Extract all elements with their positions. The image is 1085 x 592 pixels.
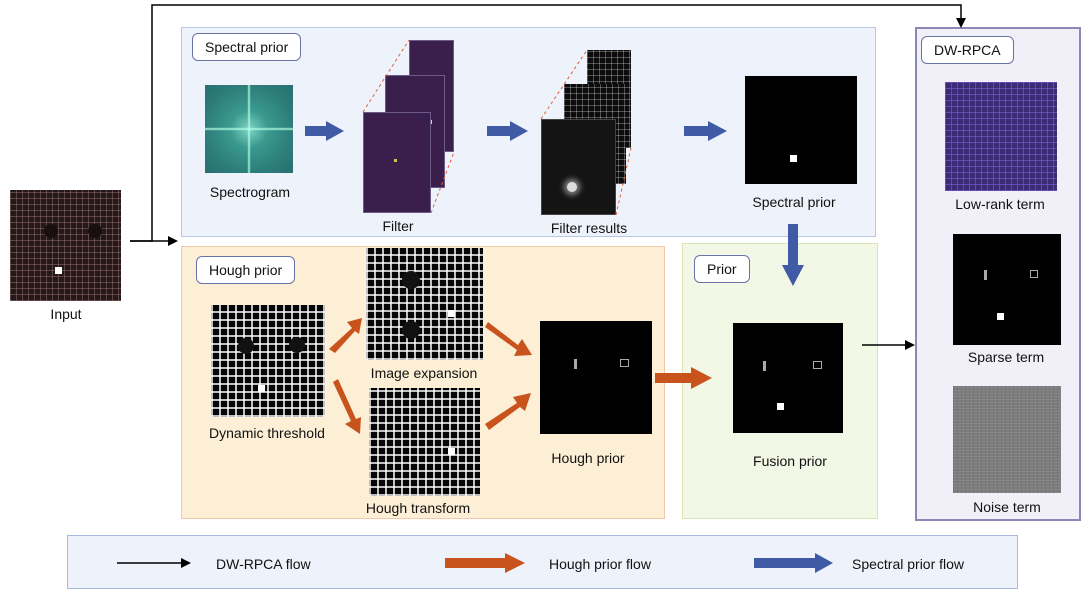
hough-prior-caption: Hough prior: [551, 450, 625, 466]
legend-blue-arrow: [754, 553, 833, 573]
input-image: [10, 190, 121, 301]
spectrogram-caption: Spectrogram: [209, 184, 291, 200]
low-rank-term-image: [945, 82, 1057, 191]
legend-orange-arrow: [445, 553, 525, 573]
hough-to-fusion-arrow: [655, 367, 712, 389]
fusion-prior-image: [733, 323, 843, 433]
prior-tag: Prior: [694, 255, 750, 283]
threshold-to-transform-arrow: [333, 379, 361, 434]
results-to-spectral-prior-arrow: [684, 121, 727, 141]
filter-card-front: [363, 112, 431, 213]
filter-caption: Filter: [382, 218, 414, 234]
legend-spectral-flow-label: Spectral prior flow: [852, 556, 965, 572]
transform-to-hough-arrow: [485, 393, 531, 430]
dwrpca-tag: DW-RPCA: [921, 36, 1014, 64]
hough-transform-image: [369, 388, 480, 496]
legend-dwrpca-flow-label: DW-RPCA flow: [216, 556, 311, 572]
input-caption: Input: [50, 306, 82, 322]
hough-prior-tag: Hough prior: [196, 256, 296, 284]
legend-panel: [67, 535, 1018, 589]
image-expansion-caption: Image expansion: [370, 365, 478, 381]
noise-term-caption: Noise term: [973, 499, 1041, 515]
noise-term-image: [953, 386, 1061, 493]
dynamic-threshold-caption: Dynamic threshold: [209, 425, 325, 441]
hough-prior-image: [540, 321, 652, 434]
fusion-prior-caption: Fusion prior: [753, 453, 827, 469]
spectrogram-image: [205, 85, 293, 173]
hough-transform-caption: Hough transform: [365, 500, 471, 516]
legend-hough-flow-label: Hough prior flow: [549, 556, 651, 572]
low-rank-term-caption: Low-rank term: [955, 196, 1045, 212]
legend-arrows: [117, 553, 833, 573]
threshold-to-expansion-arrow: [329, 318, 362, 353]
spectral-flow-arrows: [305, 121, 804, 286]
dwrpca-flow-arrows: [130, 4, 966, 350]
spectrogram-to-filter-arrow: [305, 121, 344, 141]
sparse-term-caption: Sparse term: [967, 349, 1045, 365]
spectral-to-fusion-arrow: [782, 224, 804, 286]
expansion-to-hough-arrow: [485, 322, 532, 356]
image-expansion-image: [366, 248, 483, 360]
spectral-prior-tag: Spectral prior: [192, 33, 302, 61]
spectral-prior-caption: Spectral prior: [752, 194, 836, 210]
sparse-term-image: [953, 234, 1061, 345]
hough-flow-arrows: [329, 318, 712, 434]
spectral-prior-image: [745, 76, 857, 184]
dynamic-threshold-image: [211, 305, 325, 417]
filter-to-results-arrow: [487, 121, 528, 141]
filter-results-caption: Filter results: [550, 220, 628, 236]
filter-result-front: [541, 119, 616, 215]
